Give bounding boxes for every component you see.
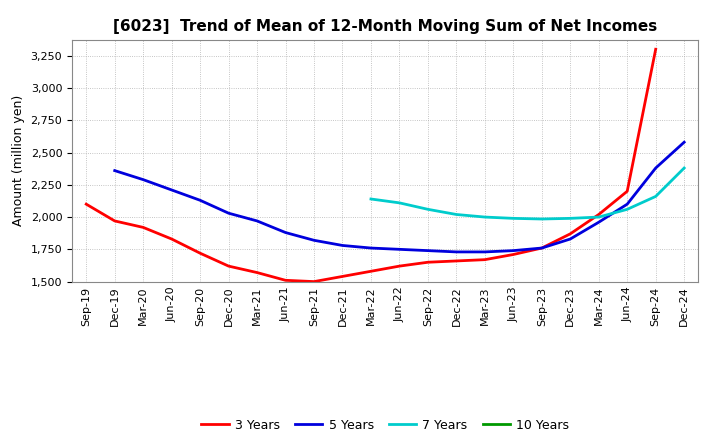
3 Years xyxy=(282,278,290,283)
3 Years xyxy=(225,264,233,269)
3 Years xyxy=(167,236,176,242)
7 Years xyxy=(509,216,518,221)
5 Years xyxy=(595,220,603,225)
5 Years xyxy=(366,246,375,251)
3 Years xyxy=(139,225,148,230)
5 Years xyxy=(139,177,148,182)
3 Years xyxy=(253,270,261,275)
7 Years xyxy=(537,216,546,222)
3 Years xyxy=(595,212,603,217)
5 Years xyxy=(253,218,261,224)
3 Years xyxy=(423,260,432,265)
3 Years xyxy=(110,218,119,224)
Title: [6023]  Trend of Mean of 12-Month Moving Sum of Net Incomes: [6023] Trend of Mean of 12-Month Moving … xyxy=(113,19,657,34)
5 Years xyxy=(338,243,347,248)
5 Years xyxy=(110,168,119,173)
3 Years xyxy=(566,231,575,236)
5 Years xyxy=(480,249,489,255)
3 Years xyxy=(310,279,318,284)
3 Years xyxy=(509,252,518,257)
7 Years xyxy=(652,194,660,199)
3 Years xyxy=(623,189,631,194)
5 Years xyxy=(225,211,233,216)
5 Years xyxy=(509,248,518,253)
5 Years xyxy=(310,238,318,243)
Y-axis label: Amount (million yen): Amount (million yen) xyxy=(12,95,25,226)
5 Years xyxy=(196,198,204,203)
3 Years xyxy=(196,250,204,256)
5 Years xyxy=(452,249,461,255)
3 Years xyxy=(338,274,347,279)
7 Years xyxy=(366,196,375,202)
5 Years xyxy=(566,236,575,242)
5 Years xyxy=(537,246,546,251)
3 Years xyxy=(366,269,375,274)
Line: 3 Years: 3 Years xyxy=(86,49,656,282)
5 Years xyxy=(395,247,404,252)
5 Years xyxy=(623,202,631,207)
7 Years xyxy=(566,216,575,221)
7 Years xyxy=(595,214,603,220)
5 Years xyxy=(652,165,660,171)
5 Years xyxy=(423,248,432,253)
3 Years xyxy=(537,246,546,251)
3 Years xyxy=(82,202,91,207)
7 Years xyxy=(623,207,631,212)
5 Years xyxy=(167,187,176,193)
7 Years xyxy=(680,165,688,171)
7 Years xyxy=(395,200,404,205)
5 Years xyxy=(680,139,688,145)
Line: 7 Years: 7 Years xyxy=(371,168,684,219)
5 Years xyxy=(282,230,290,235)
7 Years xyxy=(480,214,489,220)
7 Years xyxy=(423,207,432,212)
3 Years xyxy=(452,258,461,264)
7 Years xyxy=(452,212,461,217)
3 Years xyxy=(480,257,489,262)
Line: 5 Years: 5 Years xyxy=(114,142,684,252)
Legend: 3 Years, 5 Years, 7 Years, 10 Years: 3 Years, 5 Years, 7 Years, 10 Years xyxy=(196,414,575,436)
3 Years xyxy=(395,264,404,269)
3 Years xyxy=(652,47,660,52)
